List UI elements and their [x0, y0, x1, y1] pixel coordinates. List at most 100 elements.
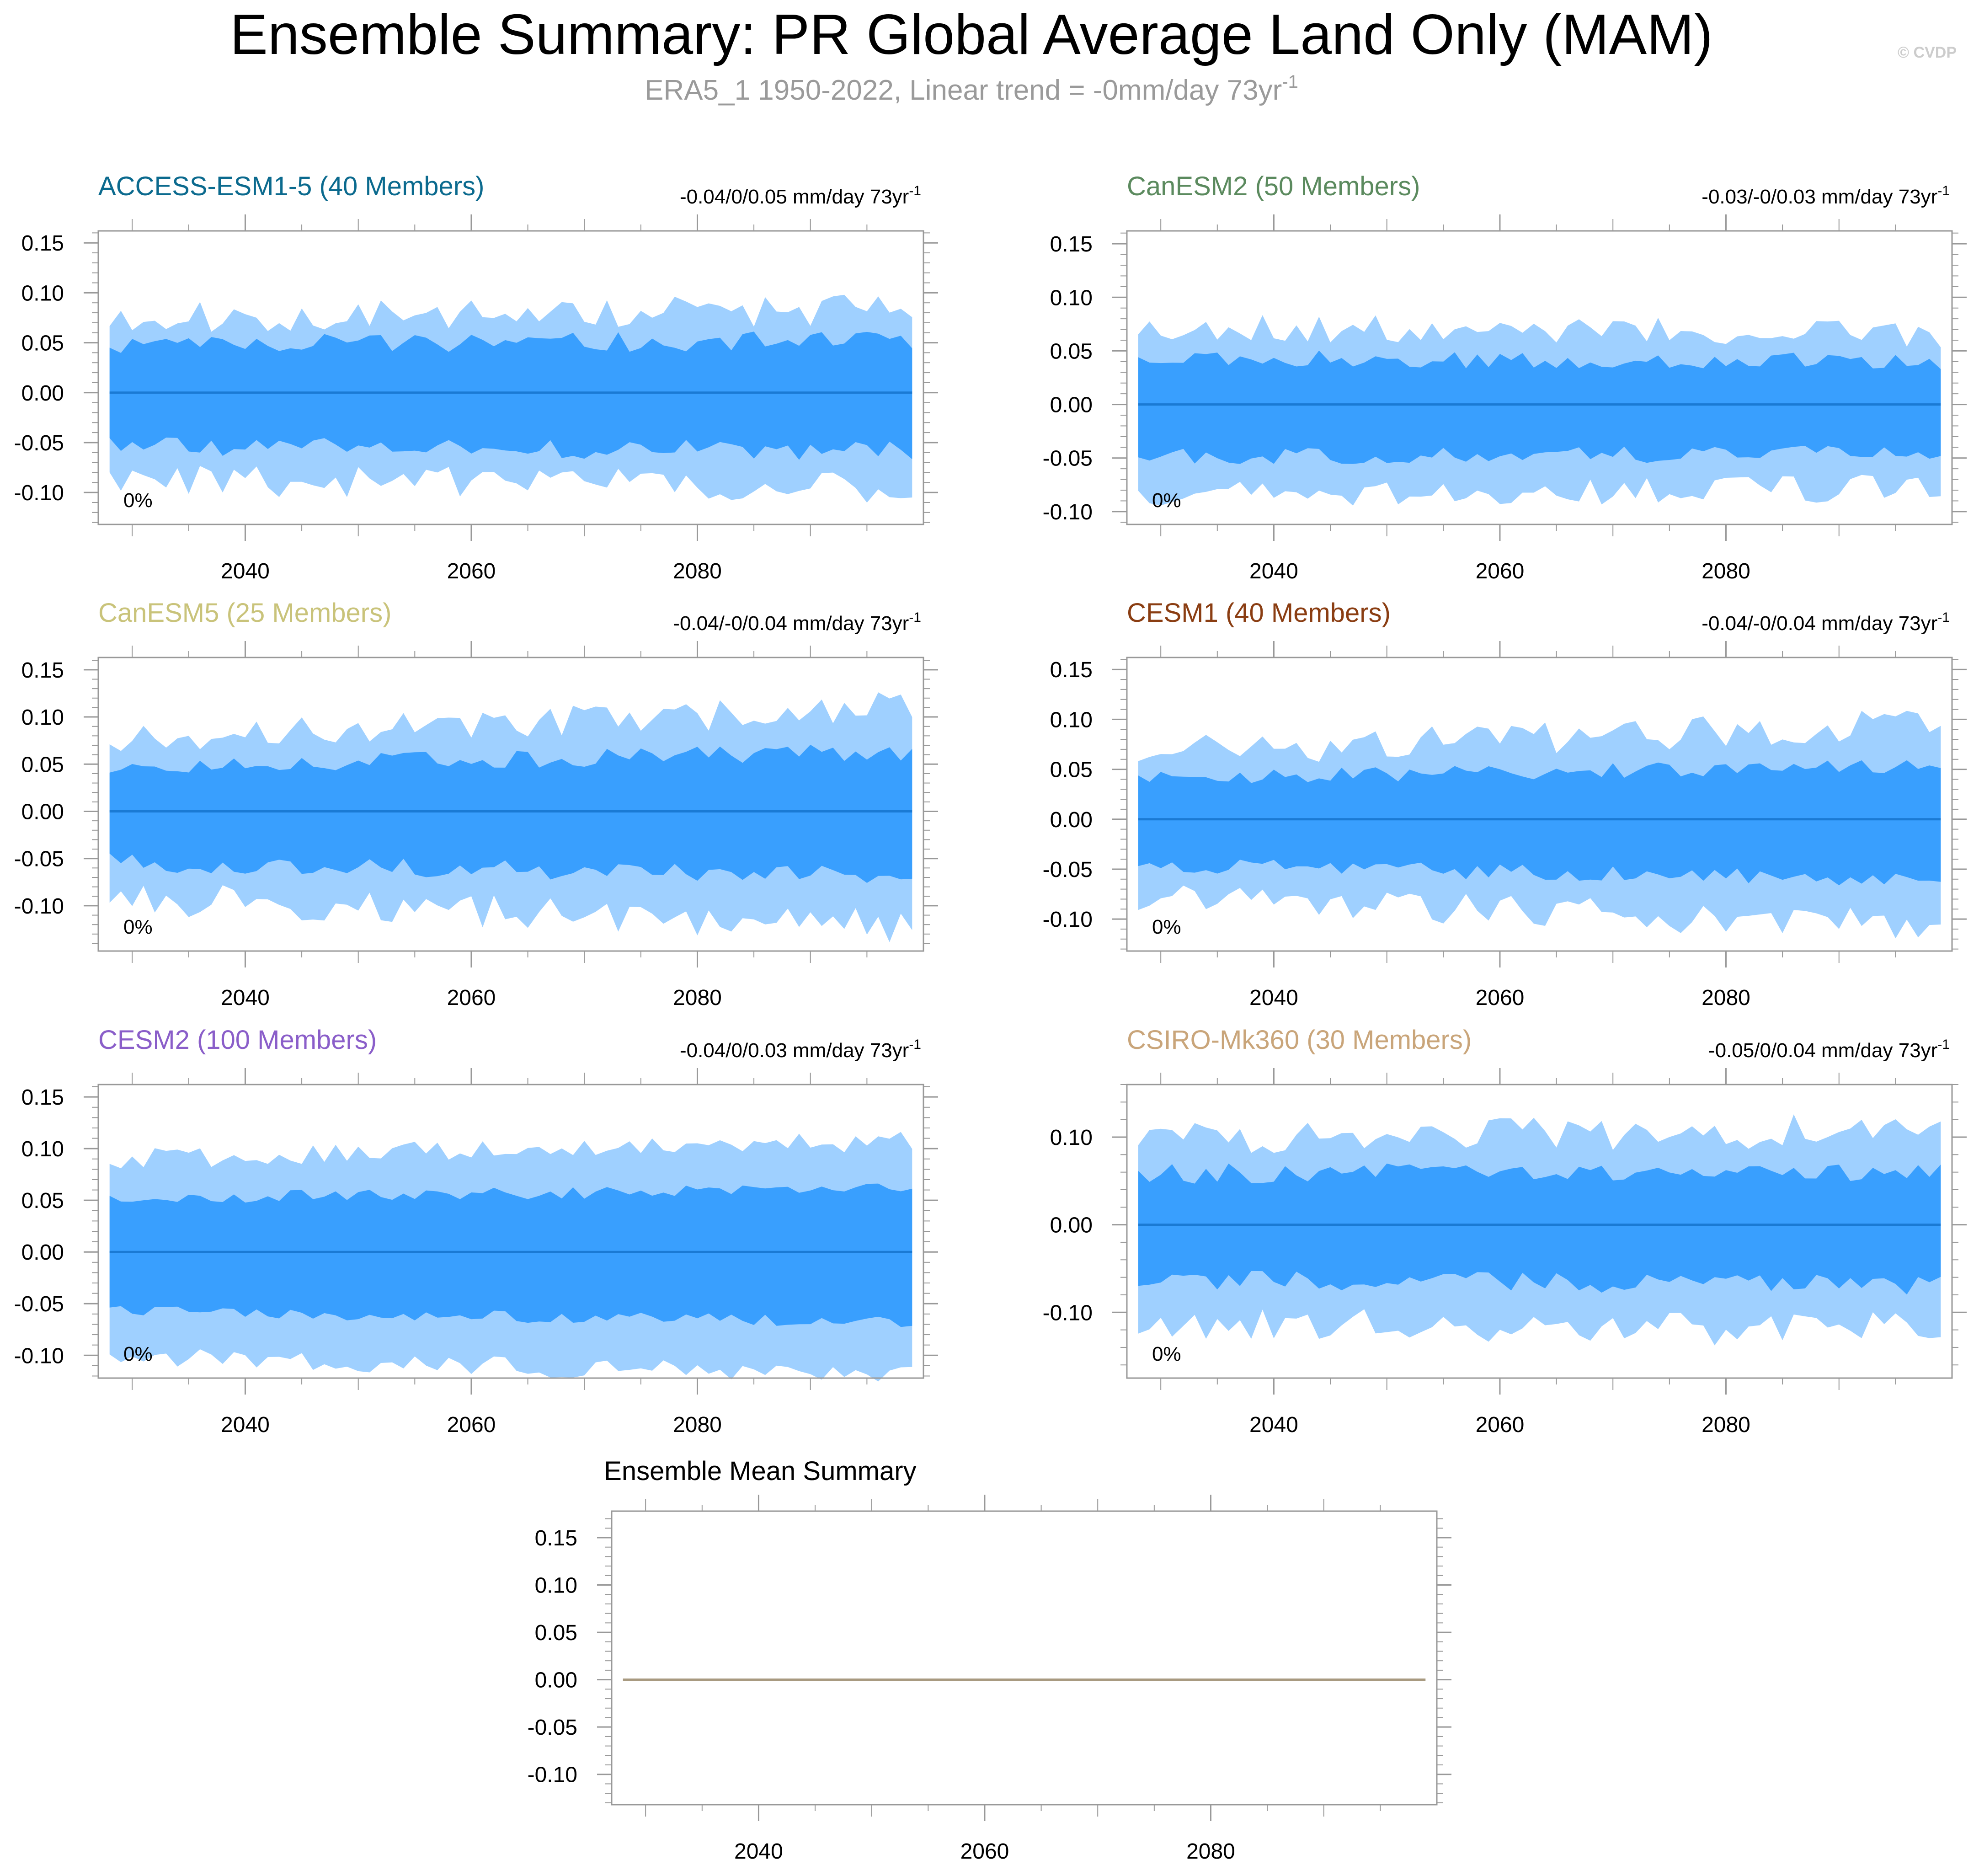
x-tick-label: 2080	[1702, 1413, 1750, 1437]
x-tick-label: 2080	[673, 986, 722, 1010]
plot-frame	[1126, 230, 1953, 525]
x-tick-label: 2040	[1249, 1413, 1298, 1437]
plot-frame	[97, 657, 924, 952]
y-tick-label: 0.05	[1050, 339, 1093, 363]
panel-cesm2-100-members: 0% -0.04/0/0.03 mm/day 73yr-1 CESM2 (100 M…	[14, 1025, 938, 1437]
trend-superscript: -1	[909, 1037, 921, 1052]
x-tick-label: 2080	[1702, 559, 1750, 583]
plot-frame	[97, 230, 924, 525]
y-tick-label: 0.15	[1050, 658, 1093, 682]
y-tick-label: 0.05	[21, 1189, 64, 1213]
inner-spread-band	[1138, 350, 1941, 464]
y-tick-label: -0.10	[1043, 908, 1093, 932]
figure-subtitle: ERA5_1 1950-2022, Linear trend = -0mm/da…	[645, 72, 1298, 106]
y-tick-label: 0.05	[21, 753, 64, 777]
panel-title: CESM1 (40 Members)	[1127, 598, 1391, 628]
trend-text: -0.04/-0/0.04 mm/day 73yr	[1702, 612, 1937, 635]
panel-title: CanESM2 (50 Members)	[1127, 171, 1420, 201]
y-tick-label: 0.10	[21, 1137, 64, 1161]
y-tick-label: 0.10	[21, 706, 64, 730]
panel-canesm2-50-members: 0% -0.03/-0/0.03 mm/day 73yr-1 CanESM2 (50…	[1043, 171, 1967, 583]
trend-text: -0.04/0/0.05 mm/day 73yr	[680, 186, 909, 208]
panel-ensemble-mean-summary: Ensemble Mean Summary -0.10 -0.05 0.00 0.05 0…	[528, 1456, 1451, 1864]
x-tick-label: 2060	[1476, 1413, 1525, 1437]
trend-superscript: -1	[1937, 1037, 1950, 1052]
x-tick-label: 2060	[960, 1839, 1009, 1864]
panel-title: ACCESS-ESM1-5 (40 Members)	[98, 171, 484, 201]
y-tick-label: -0.05	[14, 431, 64, 455]
y-tick-label: 0.15	[1050, 232, 1093, 257]
panel-title: CanESM5 (25 Members)	[98, 598, 391, 628]
x-tick-label: 2040	[221, 1413, 270, 1437]
x-tick-label: 2040	[1249, 986, 1298, 1010]
trend-text: -0.04/0/0.03 mm/day 73yr	[680, 1039, 909, 1062]
y-tick-label: -0.05	[1043, 858, 1093, 882]
panel-canesm5-25-members: 0% -0.04/-0/0.04 mm/day 73yr-1 CanESM5 (25…	[14, 598, 938, 1010]
subtitle-main: ERA5_1 1950-2022, Linear trend = -0mm/da…	[645, 75, 1282, 106]
trend-label: -0.04/0/0.05 mm/day 73yr-1	[680, 183, 921, 208]
trend-text: -0.05/0/0.04 mm/day 73yr	[1708, 1039, 1937, 1062]
y-tick-label: 0.10	[21, 281, 64, 305]
x-tick-label: 2060	[447, 559, 496, 583]
figure-title: Ensemble Summary: PR Global Average Land…	[230, 3, 1713, 66]
y-tick-label: 0.10	[1050, 286, 1093, 310]
panel-cesm1-40-members: 0% -0.04/-0/0.04 mm/day 73yr-1 CESM1 (40 M…	[1043, 598, 1967, 1010]
copyright-label: © CVDP	[1898, 44, 1957, 61]
plot-frame	[611, 1510, 1438, 1806]
percent-label: 0%	[123, 916, 153, 938]
percent-label: 0%	[123, 489, 153, 512]
y-tick-label: 0.00	[21, 381, 64, 406]
trend-text: -0.04/-0/0.04 mm/day 73yr	[673, 612, 909, 635]
y-tick-label: -0.05	[528, 1716, 577, 1740]
trend-label: -0.04/-0/0.04 mm/day 73yr-1	[1702, 610, 1950, 635]
y-tick-label: 0.15	[21, 658, 64, 683]
x-tick-label: 2060	[447, 986, 496, 1010]
panel-access-esm1-5-40-members: 0% -0.04/0/0.05 mm/day 73yr-1 ACCESS-ESM1-…	[14, 171, 938, 583]
percent-label: 0%	[1152, 489, 1181, 512]
percent-label: 0%	[123, 1343, 153, 1365]
trend-superscript: -1	[1937, 610, 1950, 625]
y-tick-label: 0.05	[1050, 758, 1093, 782]
y-tick-label: -0.10	[14, 1344, 64, 1368]
x-tick-label: 2080	[673, 1413, 722, 1437]
y-tick-label: -0.10	[14, 894, 64, 919]
x-tick-label: 2060	[1476, 559, 1525, 583]
panel-csiro-mk360-30-members: 0% -0.05/0/0.04 mm/day 73yr-1 CSIRO-Mk360 …	[1043, 1025, 1967, 1437]
y-tick-label: -0.05	[14, 1292, 64, 1316]
y-tick-label: 0.00	[535, 1668, 577, 1693]
x-tick-label: 2040	[1249, 559, 1298, 583]
plot-frame	[1126, 1084, 1953, 1379]
x-tick-label: 2040	[734, 1839, 783, 1864]
x-tick-label: 2040	[221, 559, 270, 583]
x-tick-label: 2060	[447, 1413, 496, 1437]
panel-title: Ensemble Mean Summary	[604, 1456, 916, 1486]
y-tick-label: 0.00	[21, 1240, 64, 1265]
panel-title: CESM2 (100 Members)	[98, 1025, 377, 1055]
y-tick-label: 0.05	[21, 331, 64, 356]
y-tick-label: 0.10	[1050, 1126, 1093, 1150]
y-tick-label: 0.05	[535, 1621, 577, 1645]
y-tick-label: -0.10	[1043, 1301, 1093, 1325]
x-tick-label: 2040	[221, 986, 270, 1010]
trend-label: -0.04/0/0.03 mm/day 73yr-1	[680, 1037, 921, 1062]
y-tick-label: 0.10	[535, 1574, 577, 1598]
y-tick-label: 0.00	[21, 800, 64, 824]
inner-spread-band	[1138, 1163, 1941, 1295]
inner-spread-band	[1138, 760, 1941, 886]
y-tick-label: -0.05	[14, 847, 64, 871]
plot-frame	[1126, 657, 1953, 952]
y-tick-label: 0.15	[21, 1085, 64, 1110]
y-tick-label: 0.10	[1050, 708, 1093, 732]
subtitle-superscript: -1	[1282, 72, 1298, 92]
x-tick-label: 2080	[673, 559, 722, 583]
y-tick-label: 0.15	[21, 231, 64, 256]
trend-superscript: -1	[1937, 183, 1950, 198]
trend-text: -0.03/-0/0.03 mm/day 73yr	[1702, 186, 1937, 208]
trend-superscript: -1	[909, 610, 921, 625]
y-tick-label: 0.15	[535, 1526, 577, 1550]
x-tick-label: 2080	[1186, 1839, 1235, 1864]
trend-superscript: -1	[909, 183, 921, 198]
x-tick-label: 2080	[1702, 986, 1750, 1010]
trend-label: -0.04/-0/0.04 mm/day 73yr-1	[673, 610, 921, 635]
